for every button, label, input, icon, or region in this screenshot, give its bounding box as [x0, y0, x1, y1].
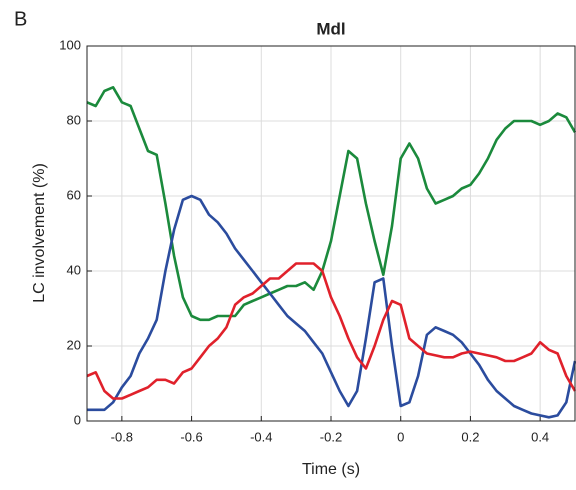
x-tick-label: -0.4 [250, 429, 272, 444]
x-tick-label: 0.4 [531, 429, 549, 444]
panel-label: B [14, 8, 27, 30]
x-tick-label: -0.6 [180, 429, 202, 444]
plot-frame [86, 45, 576, 422]
x-tick-label: 0 [397, 429, 404, 444]
y-tick-label: 0 [74, 412, 81, 427]
x-tick-label: -0.8 [111, 429, 133, 444]
y-tick-label: 20 [67, 337, 81, 352]
series-line [86, 262, 576, 400]
y-axis-label: LC involvement (%) [31, 163, 48, 303]
y-tick-label: 60 [67, 187, 81, 202]
y-tick-label: 40 [67, 262, 81, 277]
series-line [86, 86, 576, 322]
x-tick-label: 0.2 [461, 429, 479, 444]
chart-title: Mdl [316, 19, 345, 38]
y-tick-label: 80 [67, 112, 81, 127]
x-axis-label: Time (s) [302, 461, 360, 478]
series-line [87, 194, 576, 419]
y-tick-label: 100 [59, 37, 81, 52]
x-tick-label: -0.2 [320, 429, 342, 444]
